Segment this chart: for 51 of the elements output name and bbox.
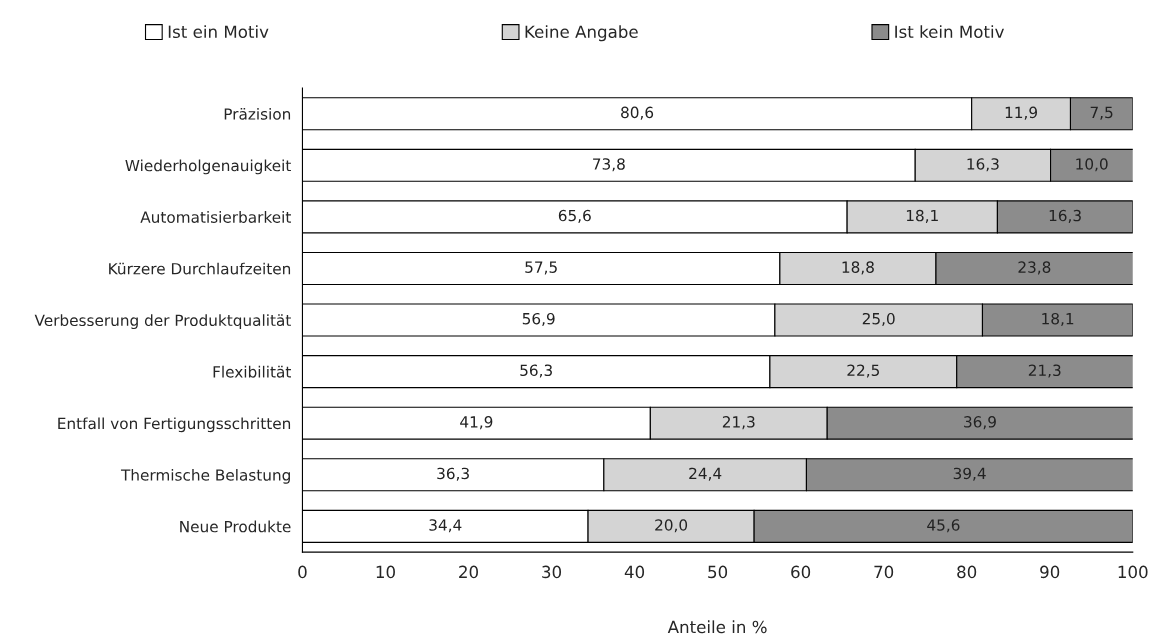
data-label: 56,3	[520, 364, 552, 378]
data-label: 22,5	[847, 364, 879, 378]
y-tick-label: Neue Produkte	[180, 520, 291, 533]
data-label: 23,8	[1018, 261, 1051, 275]
data-label: 36,9	[964, 416, 996, 430]
data-label: 25,0	[862, 312, 895, 327]
data-label: 57,5	[525, 261, 557, 275]
data-label: 16,3	[967, 158, 999, 172]
data-label: 34,4	[429, 519, 462, 533]
y-tick-label: Thermische Belastung	[120, 468, 290, 484]
x-tick-label: 60	[791, 565, 811, 579]
data-label: 20,0	[655, 519, 688, 533]
x-tick-label: 10	[376, 565, 395, 579]
data-label: 45,6	[927, 519, 960, 533]
data-label: 41,9	[460, 416, 493, 430]
data-label: 56,9	[522, 312, 555, 327]
data-label: 39,4	[953, 467, 986, 481]
x-tick-label: 50	[708, 565, 728, 579]
y-tick-label: Kürzere Durchlaufzeiten	[109, 262, 291, 275]
x-tick-label: 70	[874, 565, 894, 579]
x-axis-title: Anteile in %	[667, 620, 767, 634]
y-tick-label: Entfall von Fertigungsschritten	[58, 417, 291, 433]
data-label: 80,6	[621, 106, 654, 120]
data-label: 16,3	[1049, 209, 1081, 223]
x-tick-label: 30	[542, 565, 562, 579]
data-label: 21,3	[1028, 364, 1061, 378]
data-label: 36,3	[437, 467, 469, 481]
x-tick-label: 80	[957, 565, 977, 579]
legend-label: Keine Angabe	[525, 25, 638, 42]
data-label: 24,4	[689, 467, 722, 481]
x-tick-label: 100	[1118, 565, 1148, 579]
data-label: 21,3	[722, 416, 755, 430]
data-label: 65,6	[558, 209, 591, 223]
legend-label: Ist ein Motiv	[168, 25, 269, 39]
data-label: 18,1	[906, 209, 938, 223]
y-tick-label: Flexibilität	[213, 365, 291, 378]
x-tick-label: 20	[459, 565, 479, 579]
y-tick-label: Automatisierbarkeit	[140, 211, 291, 223]
x-tick-label: 40	[624, 565, 645, 579]
x-tick-label: 0	[298, 565, 307, 579]
data-label: 18,8	[842, 261, 874, 275]
y-tick-label: Präzision	[224, 107, 291, 120]
data-label: 10,0	[1076, 158, 1108, 172]
y-tick-label: Wiederholgenauigkeit	[125, 159, 291, 175]
data-label: 7,5	[1090, 106, 1113, 120]
y-tick-label: Verbesserung der Produktqualität	[34, 314, 291, 330]
x-tick-label: 90	[1040, 565, 1060, 579]
legend-label: Ist kein Motiv	[895, 25, 1004, 39]
data-label: 73,8	[593, 158, 625, 172]
data-label: 18,1	[1042, 312, 1074, 327]
data-label: 11,9	[1005, 106, 1038, 120]
